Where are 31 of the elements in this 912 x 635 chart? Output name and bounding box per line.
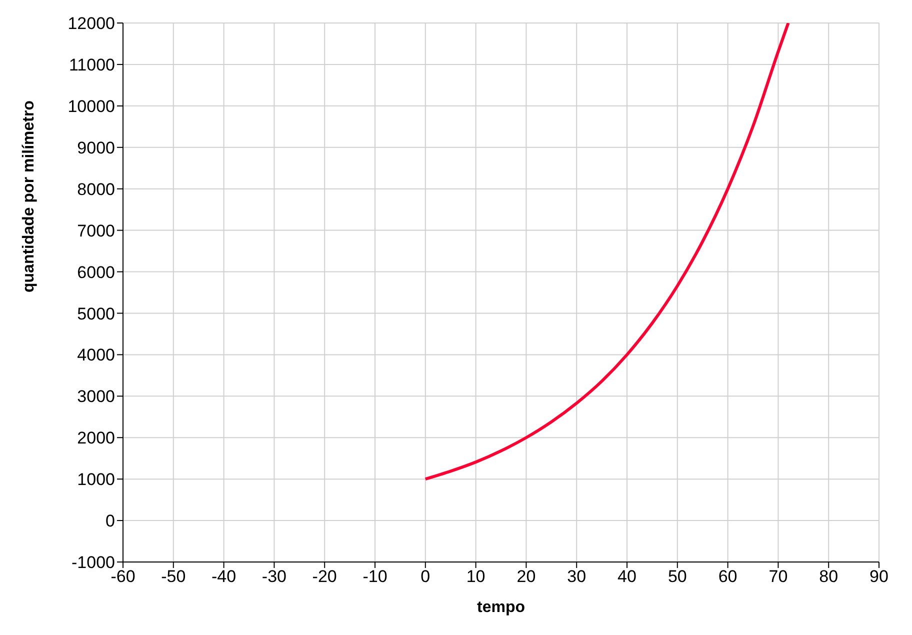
y-tick-label: 2000 [77, 428, 115, 448]
x-tick-label: 10 [466, 567, 486, 586]
y-tick-label: 12000 [68, 14, 115, 34]
y-tick-label: 4000 [77, 346, 115, 365]
x-tick-label: 0 [420, 567, 430, 586]
x-tick-label: -10 [362, 567, 388, 586]
y-tick-label: 0 [106, 512, 115, 531]
y-axis-title: quantidade por milímetro [20, 100, 38, 292]
x-tick-label: 50 [668, 567, 687, 586]
line-series [424, 23, 790, 481]
x-tick-label: -20 [312, 567, 337, 586]
y-tick-label: 10000 [68, 96, 115, 116]
x-tick-label: 70 [768, 567, 788, 586]
x-tick-label: -40 [212, 567, 236, 586]
x-tick-label: 30 [567, 567, 586, 586]
y-tick-label: 1000 [77, 470, 115, 490]
y-tick-label: 7000 [77, 221, 115, 240]
x-axis-title: tempo [477, 599, 526, 616]
x-tick-label: 80 [819, 567, 838, 586]
x-tick-label: -50 [161, 567, 186, 586]
y-tick-label: 5000 [77, 304, 115, 324]
y-tick-label: 9000 [77, 138, 115, 158]
x-tick-label: -30 [262, 567, 286, 586]
y-tick-label: 3000 [77, 387, 115, 406]
y-tick-label: 6000 [77, 262, 115, 282]
y-tick-label: 11000 [68, 55, 115, 74]
x-tick-label: 60 [718, 567, 738, 586]
x-tick-label: 20 [516, 567, 536, 586]
y-tick-label: 8000 [77, 180, 115, 199]
x-tick-label: 90 [870, 567, 888, 586]
x-tick-label: 40 [618, 567, 636, 586]
